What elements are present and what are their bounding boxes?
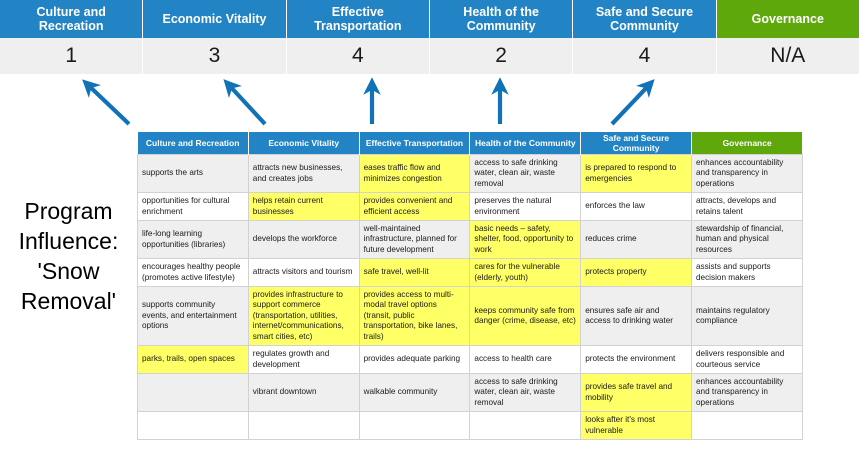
arrow-2 [223,79,267,126]
matrix-cell: regulates growth and development [247,345,360,374]
arrow-5 [610,79,655,126]
matrix-cell: protects property [580,258,692,288]
scorecard-value-cell: 2 [429,38,574,74]
matrix-cell: looks after it's most vulnerable [580,411,692,440]
matrix-header-row: Culture and Recreation Economic Vitality E… [137,132,803,155]
matrix-cell: develops the workforce [247,220,360,260]
matrix-row: parks, trails, open spaces regulates grow… [137,345,803,374]
scorecard-value-cell: 4 [286,38,430,74]
arrow-1 [82,79,131,126]
matrix-row: encourages healthy people (promotes acti… [137,258,803,288]
matrix-cell: safe travel, well-lit [358,258,471,288]
matrix-cell [247,411,360,440]
matrix-cell: enforces the law [580,192,692,222]
matrix-column-header: Culture and Recreation [137,132,249,155]
matrix-cell: attracts visitors and tourism [247,258,360,288]
side-label-line-4: Removal' [20,288,117,314]
matrix-cell: protects the environment [580,345,692,374]
matrix-cell: parks, trails, open spaces [137,345,249,374]
side-label-line-2: Influence: [18,228,119,254]
matrix-column-header: Governance [691,132,803,155]
matrix-cell: cares for the vulnerable (elderly, youth… [469,258,582,288]
scorecard-header-row: Culture and Recreation Economic Vitality E… [0,0,859,38]
matrix-cell [358,411,471,440]
matrix-cell: attracts, develops and retains talent [690,192,803,222]
matrix-row: supports the arts attracts new businesses… [137,153,803,194]
matrix-cell: eases traffic flow and minimizes congest… [358,153,471,194]
matrix-cell: provides safe travel and mobility [580,372,692,413]
matrix-cell: opportunities for cultural enrichment [137,192,249,222]
program-influence-label: Program Influence: 'Snow Removal' [2,196,135,316]
matrix-column-header: Health of the Community [469,132,582,155]
matrix-cell: basic needs – safety, shelter, food, opp… [469,220,582,260]
matrix-column-header: Safe and Secure Community [580,132,692,155]
matrix-cell: preserves the natural environment [469,192,582,222]
matrix-cell: provides convenient and efficient access [358,192,471,222]
influence-matrix: Culture and Recreation Economic Vitality E… [137,132,803,440]
arrow-connector-layer [0,74,859,132]
scorecard-summary: Culture and Recreation Economic Vitality E… [0,0,859,74]
matrix-cell: provides access to multi-modal travel op… [358,286,471,347]
matrix-cell: enhances accountability and transparency… [690,372,803,413]
matrix-cell: encourages healthy people (promotes acti… [137,258,249,288]
matrix-cell: vibrant downtown [247,372,360,413]
matrix-cell: enhances accountability and transparency… [690,153,803,194]
matrix-cell [469,411,582,440]
matrix-cell: supports the arts [137,153,249,194]
side-label-line-1: Program [24,198,113,224]
matrix-cell: delivers responsible and courteous servi… [690,345,803,374]
matrix-cell [690,411,803,440]
scorecard-value-cell: 4 [573,38,717,74]
matrix-cell: walkable community [358,372,471,413]
matrix-column-header: Economic Vitality [248,132,360,155]
matrix-cell: helps retain current businesses [247,192,360,222]
scorecard-header-cell: Effective Transportation [286,0,430,38]
scorecard-value-row: 1 3 4 2 4 N/A [0,38,859,74]
matrix-row: vibrant downtown walkable community access… [137,372,803,413]
scorecard-header-cell: Governance [716,0,859,38]
matrix-cell [137,411,249,440]
scorecard-value-cell: 1 [0,38,144,74]
matrix-cell: access to safe drinking water, clean air… [469,372,582,413]
influence-matrix-table: Culture and Recreation Economic Vitality E… [137,132,803,440]
matrix-cell: life-long learning opportunities (librar… [137,220,249,260]
matrix-cell: keeps community safe from danger (crime,… [469,286,582,347]
matrix-row: supports community events, and entertain… [137,286,803,347]
matrix-cell: reduces crime [580,220,692,260]
matrix-row: opportunities for cultural enrichment hel… [137,192,803,222]
matrix-cell [137,372,249,413]
scorecard-header-cell: Safe and Secure Community [573,0,717,38]
scorecard-value-cell: 3 [143,38,287,74]
matrix-cell: attracts new businesses, and creates job… [247,153,360,194]
matrix-cell: stewardship of financial, human and phys… [690,220,803,260]
matrix-row: looks after it's most vulnerable [137,411,803,440]
matrix-cell: provides adequate parking [358,345,471,374]
scorecard-header-cell: Health of the Community [429,0,574,38]
matrix-body: supports the arts attracts new businesses… [137,153,803,440]
scorecard-value-cell: N/A [716,38,859,74]
side-label-line-3: 'Snow [37,258,100,284]
matrix-cell: access to health care [469,345,582,374]
matrix-cell: provides infrastructure to support comme… [247,286,360,347]
matrix-column-header: Effective Transportation [359,132,471,155]
matrix-cell: access to safe drinking water, clean air… [469,153,582,194]
matrix-cell: supports community events, and entertain… [137,286,249,347]
matrix-cell: is prepared to respond to emergencies [580,153,692,194]
scorecard-header-cell: Economic Vitality [143,0,287,38]
matrix-row: life-long learning opportunities (librar… [137,220,803,260]
matrix-cell: maintains regulatory compliance [690,286,803,347]
matrix-cell: well-maintained infrastructure, planned … [358,220,471,260]
matrix-cell: assists and supports decision makers [690,258,803,288]
matrix-cell: ensures safe air and access to drinking … [580,286,692,347]
scorecard-header-cell: Culture and Recreation [0,0,144,38]
